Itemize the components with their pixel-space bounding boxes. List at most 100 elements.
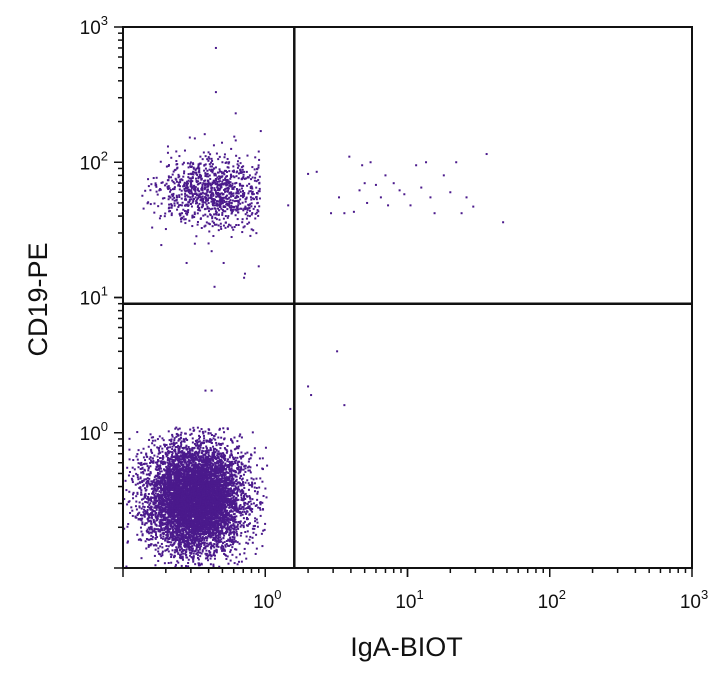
data-point: [204, 463, 207, 466]
data-point: [181, 521, 184, 524]
data-point: [233, 528, 236, 530]
data-point: [196, 487, 199, 490]
data-point: [171, 489, 174, 492]
data-point: [186, 203, 189, 206]
data-point: [173, 551, 176, 554]
data-point: [246, 211, 249, 214]
data-point: [221, 208, 224, 211]
data-point: [177, 524, 180, 527]
data-point: [156, 463, 159, 466]
data-point: [229, 530, 232, 533]
data-point: [200, 543, 203, 546]
data-point: [180, 178, 183, 181]
data-point: [223, 196, 226, 199]
data-point: [254, 520, 257, 523]
data-point: [211, 159, 214, 162]
data-point: [160, 476, 163, 479]
data-point: [135, 455, 138, 458]
data-point: [200, 545, 203, 548]
data-point: [232, 165, 235, 168]
data-point: [145, 480, 148, 483]
data-point: [231, 211, 234, 214]
data-point: [222, 210, 225, 213]
data-point: [169, 524, 172, 527]
data-point: [137, 478, 140, 481]
data-point: [244, 497, 247, 500]
data-point: [155, 534, 158, 537]
data-point: [245, 196, 248, 199]
data-point: [209, 194, 212, 197]
data-point: [182, 495, 185, 498]
data-point: [213, 461, 216, 464]
data-point: [246, 479, 249, 482]
data-point: [241, 192, 244, 195]
data-point: [161, 537, 164, 540]
data-point: [173, 442, 176, 445]
data-point: [234, 197, 237, 200]
data-point: [175, 426, 178, 429]
data-point: [228, 204, 231, 207]
data-point: [175, 178, 178, 181]
data-point: [177, 184, 180, 187]
data-point: [220, 497, 223, 500]
data-point: [185, 532, 188, 535]
data-point: [185, 536, 188, 539]
data-point: [222, 525, 225, 528]
data-point: [184, 192, 187, 195]
data-point: [230, 193, 233, 196]
data-point: [247, 542, 250, 545]
data-point: [203, 188, 206, 191]
data-point: [206, 215, 209, 218]
data-point: [200, 227, 203, 229]
data-point: [155, 528, 158, 531]
data-point: [177, 173, 180, 176]
data-point: [228, 192, 231, 195]
data-point: [187, 179, 190, 182]
data-point: [128, 448, 131, 451]
data-point: [132, 459, 135, 462]
data-point: [222, 461, 225, 464]
data-point: [240, 560, 243, 563]
data-point: [212, 536, 215, 539]
data-point: [235, 483, 238, 486]
data-point: [163, 502, 166, 505]
data-point: [237, 195, 240, 198]
data-point: [156, 193, 159, 196]
data-point: [233, 515, 236, 518]
data-point: [188, 476, 191, 479]
data-point: [231, 546, 234, 549]
data-point: [191, 216, 194, 219]
data-point: [165, 544, 168, 547]
data-point: [203, 530, 206, 533]
data-point: [237, 172, 240, 175]
data-point: [173, 186, 176, 189]
data-point: [151, 439, 154, 442]
data-point: [214, 447, 217, 450]
data-point: [175, 198, 178, 201]
data-point: [202, 533, 205, 536]
data-point: [148, 483, 151, 486]
data-point: [223, 526, 226, 529]
data-point: [236, 463, 239, 466]
data-point: [245, 518, 248, 521]
data-point: [186, 162, 189, 165]
data-point: [209, 153, 212, 156]
data-point: [183, 527, 186, 530]
data-point: [214, 538, 217, 541]
data-point: [203, 192, 206, 195]
data-point: [203, 225, 206, 228]
data-point: [229, 177, 232, 180]
data-point: [196, 212, 199, 215]
data-point: [222, 500, 225, 503]
data-point: [184, 552, 187, 555]
data-point: [248, 484, 251, 487]
data-point: [171, 173, 174, 176]
data-point: [177, 205, 180, 208]
data-point: [182, 185, 185, 188]
data-point: [224, 545, 227, 548]
data-point: [157, 476, 160, 479]
data-point: [192, 465, 195, 468]
data-point: [172, 192, 175, 195]
data-point: [161, 546, 164, 549]
data-point: [158, 490, 161, 493]
